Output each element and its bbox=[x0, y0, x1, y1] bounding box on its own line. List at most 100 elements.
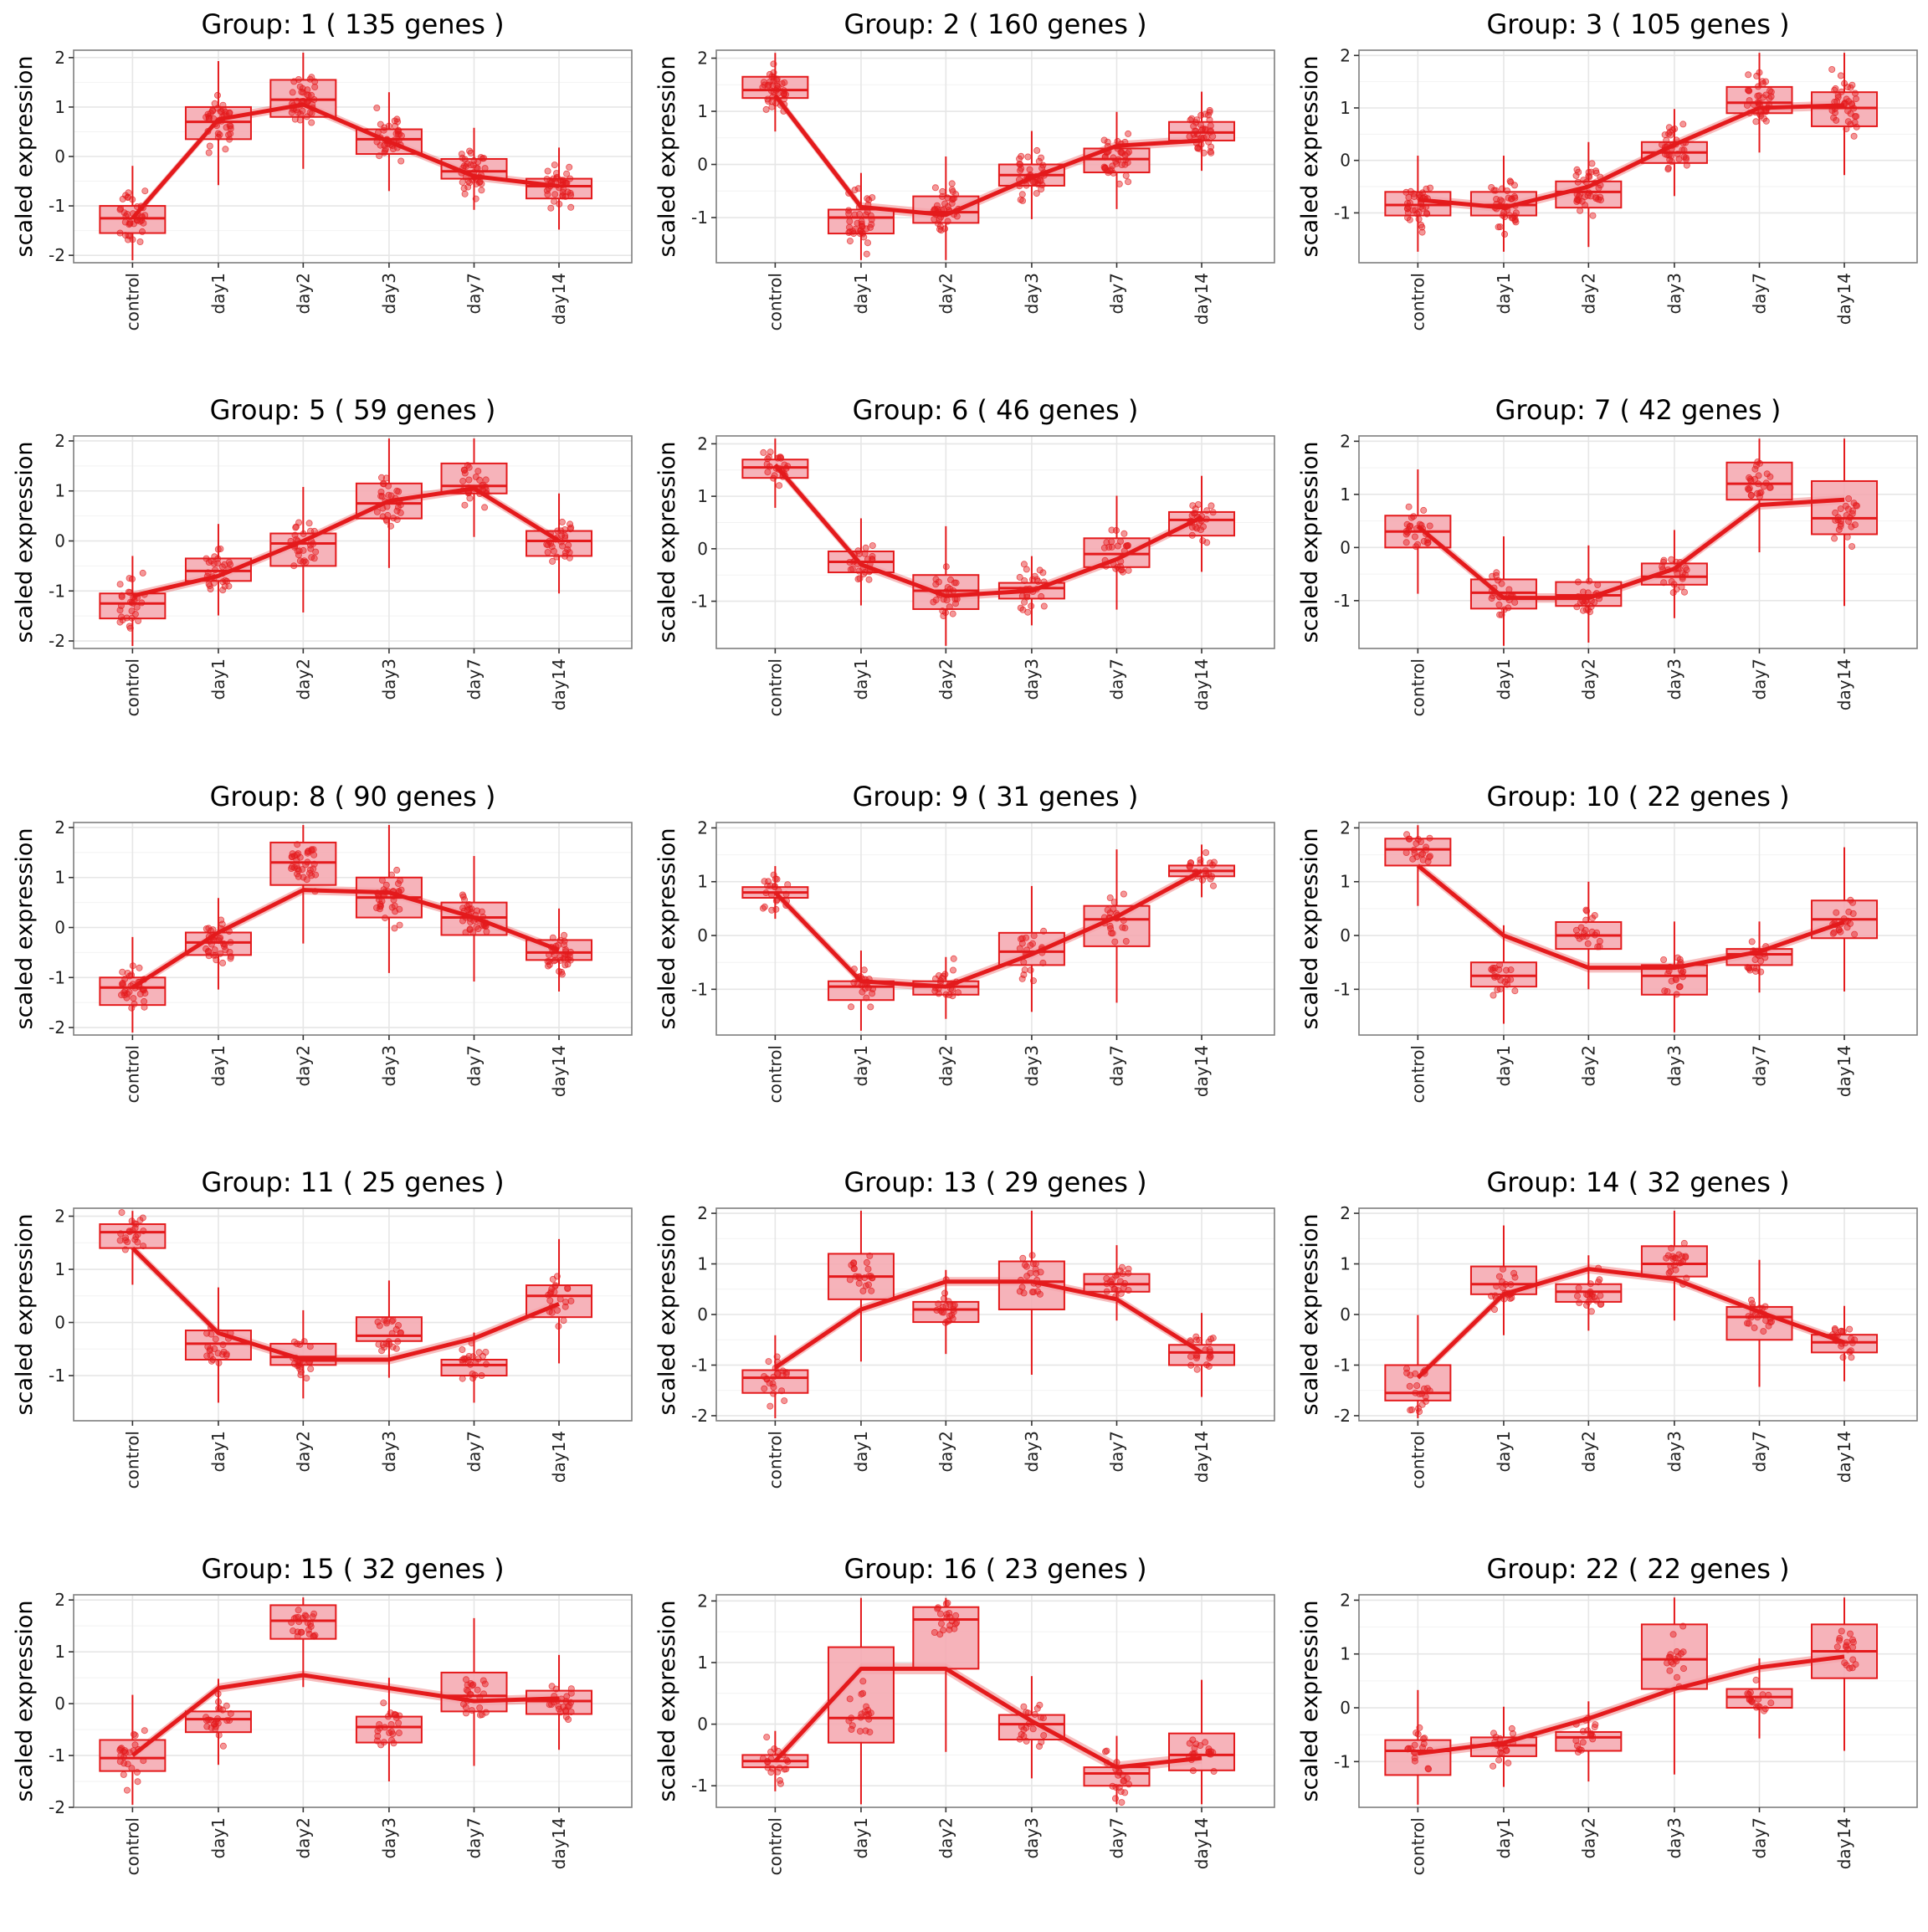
gene-point bbox=[474, 1686, 481, 1694]
gene-point bbox=[551, 191, 559, 198]
gene-point bbox=[138, 228, 146, 235]
y-tick-label: 0 bbox=[697, 1714, 708, 1735]
x-tick-label: day14 bbox=[1192, 1045, 1212, 1097]
gene-point bbox=[1665, 1269, 1673, 1277]
gene-point bbox=[376, 152, 383, 160]
y-tick-label: -1 bbox=[691, 592, 708, 612]
gene-point bbox=[861, 1274, 869, 1282]
gene-point bbox=[564, 1285, 572, 1293]
gene-point bbox=[1018, 592, 1026, 600]
gene-point bbox=[387, 492, 395, 500]
gene-point bbox=[310, 555, 318, 562]
gene-point bbox=[373, 138, 381, 146]
y-tick-label: 1 bbox=[697, 486, 708, 506]
gene-point bbox=[1505, 604, 1512, 612]
gene-point bbox=[307, 1622, 315, 1630]
gene-point bbox=[394, 504, 402, 511]
gene-point bbox=[1426, 834, 1433, 842]
gene-point bbox=[846, 1276, 854, 1284]
gene-point bbox=[299, 866, 306, 874]
gene-point bbox=[770, 1390, 777, 1397]
gene-point bbox=[482, 476, 490, 484]
gene-point bbox=[1760, 1328, 1767, 1335]
y-tick-label: 2 bbox=[1340, 45, 1351, 65]
gene-point bbox=[546, 958, 553, 966]
x-tick-label: day1 bbox=[851, 273, 871, 315]
gene-point bbox=[116, 581, 124, 588]
gene-point bbox=[1035, 157, 1043, 165]
gene-point bbox=[1846, 1325, 1854, 1333]
gene-point bbox=[1103, 1280, 1110, 1288]
gene-point bbox=[941, 1319, 949, 1326]
gene-point bbox=[1125, 1287, 1132, 1294]
gene-point bbox=[561, 532, 569, 540]
y-tick-label: -1 bbox=[691, 1355, 708, 1375]
gene-point bbox=[459, 178, 466, 186]
gene-point bbox=[467, 149, 474, 156]
gene-point bbox=[126, 624, 134, 632]
gene-point bbox=[374, 1732, 382, 1740]
gene-point bbox=[1027, 966, 1034, 974]
gene-point bbox=[1018, 152, 1025, 160]
gene-point bbox=[948, 180, 956, 187]
gene-point bbox=[781, 461, 788, 469]
gene-point bbox=[861, 1709, 869, 1716]
gene-point bbox=[846, 238, 854, 245]
gene-point bbox=[1845, 908, 1853, 915]
gene-point bbox=[217, 108, 224, 115]
gene-point bbox=[298, 1628, 305, 1636]
gene-point bbox=[117, 1751, 125, 1759]
chart-panel: 2 1 0 -1 -2 control day1 day2 day3 day7 day14 scale… bbox=[12, 781, 633, 1103]
gene-point bbox=[859, 1678, 867, 1685]
gene-point bbox=[1020, 1703, 1028, 1710]
gene-point bbox=[467, 1361, 474, 1368]
y-axis-title: scaled expression bbox=[654, 442, 680, 643]
gene-point bbox=[464, 903, 471, 910]
gene-point bbox=[1507, 195, 1515, 202]
gene-point bbox=[770, 60, 777, 68]
gene-point bbox=[863, 1258, 870, 1266]
gene-point bbox=[1023, 1724, 1030, 1731]
y-tick-label: 0 bbox=[697, 155, 708, 175]
gene-point bbox=[1745, 486, 1752, 494]
x-tick-label: control bbox=[1408, 1817, 1428, 1875]
gene-point bbox=[1680, 1665, 1688, 1673]
box-iqr bbox=[1168, 1732, 1236, 1771]
gene-point bbox=[761, 1373, 768, 1381]
gene-point bbox=[942, 609, 950, 617]
x-tick-label: day1 bbox=[208, 1431, 228, 1473]
gene-point bbox=[934, 1605, 941, 1612]
gene-point bbox=[1587, 608, 1594, 616]
gene-point bbox=[1848, 523, 1855, 530]
gene-point bbox=[133, 1769, 141, 1776]
chart-panel: 2 1 0 -1 -2 control day1 day2 day3 day7 day14 scale… bbox=[12, 394, 633, 716]
gene-point bbox=[560, 185, 567, 192]
gene-point bbox=[1112, 1272, 1120, 1279]
gene-point bbox=[1498, 611, 1505, 618]
gene-point bbox=[1495, 1756, 1503, 1764]
x-tick-label: day7 bbox=[1107, 1045, 1127, 1087]
gene-point bbox=[1577, 207, 1584, 214]
x-tick-label: day1 bbox=[851, 1431, 871, 1473]
gene-point bbox=[949, 196, 956, 203]
gene-point bbox=[290, 1615, 298, 1622]
gene-point bbox=[117, 1230, 125, 1238]
gene-point bbox=[136, 964, 143, 971]
gene-point bbox=[1588, 928, 1596, 935]
gene-point bbox=[1019, 606, 1027, 613]
gene-point bbox=[305, 92, 312, 100]
gene-point bbox=[1597, 193, 1604, 201]
gene-point bbox=[1843, 126, 1850, 133]
x-tick-label: day1 bbox=[1494, 659, 1514, 700]
gene-point bbox=[553, 1273, 561, 1280]
gene-point bbox=[1496, 1735, 1504, 1742]
trend-ribbon bbox=[775, 90, 1202, 220]
gene-point bbox=[1423, 210, 1431, 218]
y-axis-title: scaled expression bbox=[1297, 828, 1323, 1030]
gene-point bbox=[227, 1709, 234, 1717]
gene-point bbox=[1202, 1346, 1209, 1354]
gene-point bbox=[459, 1375, 466, 1382]
panel-title: Group: 13 ( 29 genes ) bbox=[844, 1166, 1146, 1198]
gene-point bbox=[869, 542, 876, 550]
gene-point bbox=[1406, 1382, 1413, 1390]
